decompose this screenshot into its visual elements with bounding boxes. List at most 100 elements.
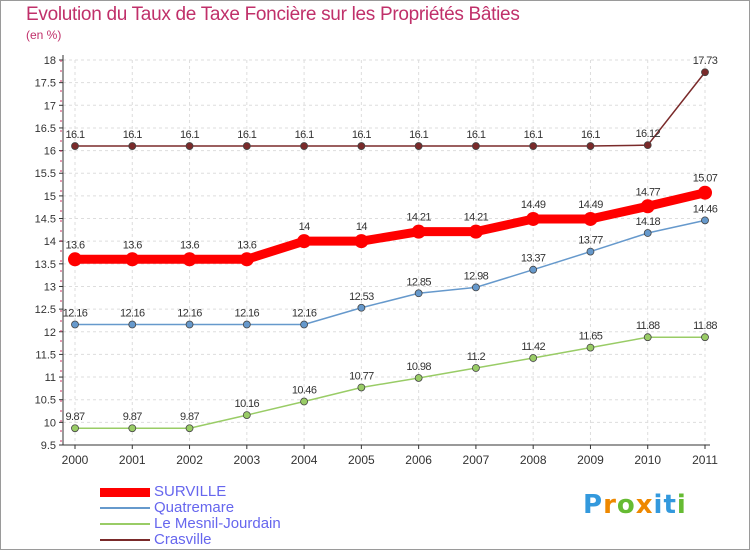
data-point-quatremare <box>128 320 137 329</box>
series-line-surville <box>75 188 707 264</box>
data-point-crasville <box>701 68 709 77</box>
data-point-surville <box>68 252 82 267</box>
legend-swatch-le-mesnil-jourdain <box>100 523 150 525</box>
data-point-quatremare <box>529 265 538 274</box>
data-label-surville: 14.49 <box>578 199 603 211</box>
data-label-quatremare: 13.37 <box>521 253 546 265</box>
data-label-quatremare: 12.16 <box>120 308 145 320</box>
data-label-crasville: 16.1 <box>352 129 371 141</box>
data-label-crasville: 16.1 <box>65 129 84 141</box>
data-point-surville <box>526 211 541 226</box>
data-label-le-mesnil-jourdain: 11.2 <box>467 351 486 363</box>
data-point-surville <box>468 224 483 239</box>
legend-item-surville: SURVILLE <box>100 484 281 500</box>
y-tick-label: 9.5 <box>41 440 56 452</box>
data-point-le-mesnil-jourdain <box>414 374 423 382</box>
data-point-crasville <box>643 141 652 150</box>
data-point-quatremare <box>185 320 194 329</box>
data-label-crasville: 16.1 <box>237 129 256 141</box>
data-point-le-mesnil-jourdain <box>71 424 79 433</box>
data-label-surville: 14.77 <box>635 186 660 198</box>
data-label-le-mesnil-jourdain: 10.46 <box>292 385 317 397</box>
data-label-layer: 12.16 12.16 12.16 12.16 12.16 12.53 12.85 12.98… <box>63 55 719 423</box>
data-point-le-mesnil-jourdain <box>701 333 709 342</box>
legend-swatch-crasville <box>100 539 150 541</box>
data-label-quatremare: 12.98 <box>464 270 489 282</box>
data-label-crasville: 17.73 <box>693 55 718 67</box>
data-label-le-mesnil-jourdain: 11.65 <box>579 331 603 343</box>
legend-item-crasville: Crasville <box>100 532 281 548</box>
logo-letter: i <box>653 490 664 520</box>
data-point-quatremare <box>357 303 366 312</box>
legend-label-crasville: Crasville <box>154 531 212 548</box>
y-tick-label: 16 <box>44 146 56 158</box>
y-tick-label: 17.5 <box>35 78 56 90</box>
legend: SURVILLE Quatremare Le Mesnil-Jourdain C… <box>100 484 281 548</box>
data-label-crasville: 16.1 <box>466 129 485 141</box>
x-tick-label: 2004 <box>291 453 318 467</box>
data-point-surville <box>411 224 426 239</box>
y-tick-label: 13.5 <box>35 259 56 271</box>
legend-label-le-mesnil-jourdain: Le Mesnil-Jourdain <box>154 515 281 532</box>
data-label-surville: 14.21 <box>464 212 489 224</box>
data-label-surville: 13.6 <box>180 239 199 251</box>
logo-letter: P <box>583 490 604 520</box>
data-point-quatremare <box>414 289 423 298</box>
data-point-crasville <box>529 142 538 150</box>
data-point-le-mesnil-jourdain <box>586 343 595 352</box>
series-layer <box>68 68 712 433</box>
data-point-surville <box>354 234 369 249</box>
data-label-surville: 14.49 <box>521 199 546 211</box>
data-label-quatremare: 12.16 <box>177 308 202 320</box>
data-point-quatremare <box>472 283 480 292</box>
data-label-surville: 15.07 <box>693 173 718 185</box>
data-point-crasville <box>71 142 79 150</box>
data-point-le-mesnil-jourdain <box>128 424 137 433</box>
y-tick-label: 17 <box>44 100 56 112</box>
data-point-le-mesnil-jourdain <box>529 354 538 362</box>
data-point-quatremare <box>701 216 709 225</box>
data-label-quatremare: 14.46 <box>693 203 718 215</box>
y-tick-label: 12 <box>44 327 56 339</box>
data-label-quatremare: 13.77 <box>578 235 603 247</box>
data-label-surville: 14 <box>356 221 368 233</box>
data-point-le-mesnil-jourdain <box>300 397 308 406</box>
y-tick-label: 11 <box>45 372 56 384</box>
x-tick-label: 2003 <box>233 453 260 467</box>
y-tick-label: 15.5 <box>35 168 56 180</box>
grid-layer <box>63 59 706 446</box>
series-line-crasville <box>75 71 706 147</box>
data-point-le-mesnil-jourdain <box>472 364 480 372</box>
data-point-quatremare <box>586 247 595 256</box>
data-point-surville <box>698 185 712 200</box>
data-label-le-mesnil-jourdain: 11.88 <box>693 320 717 332</box>
data-point-surville <box>297 234 312 249</box>
data-label-crasville: 16.1 <box>524 129 543 141</box>
series-line-le-mesnil-jourdain <box>75 336 705 429</box>
data-point-le-mesnil-jourdain <box>242 411 251 420</box>
data-label-le-mesnil-jourdain: 11.42 <box>521 341 545 353</box>
y-tick-label: 10 <box>44 417 56 429</box>
data-label-le-mesnil-jourdain: 9.87 <box>65 411 84 423</box>
data-point-le-mesnil-jourdain <box>185 424 194 433</box>
y-tick-label: 13 <box>44 281 56 293</box>
logo-letter: r <box>603 490 617 520</box>
x-tick-label: 2001 <box>119 453 146 467</box>
data-point-crasville <box>185 142 194 150</box>
data-label-quatremare: 12.16 <box>235 308 260 320</box>
y-tick-label: 18 <box>44 55 56 67</box>
x-tick-label: 2000 <box>62 453 89 467</box>
logo-letter: t <box>663 490 677 520</box>
data-label-quatremare: 12.16 <box>292 308 317 320</box>
data-label-crasville: 16.12 <box>635 128 660 140</box>
data-point-crasville <box>357 142 366 150</box>
data-label-crasville: 16.1 <box>409 129 428 141</box>
y-tick-label: 12.5 <box>35 304 56 316</box>
chart-unit-label: (en %) <box>26 28 62 42</box>
data-point-quatremare <box>71 320 79 329</box>
data-point-surville <box>125 252 140 267</box>
data-label-le-mesnil-jourdain: 11.88 <box>636 320 660 332</box>
axis-layer: 9.5 10 10.5 11 11.5 12 12.5 13 13.5 14 14.5 15 15.5 1… <box>35 55 718 467</box>
data-point-quatremare <box>242 320 251 329</box>
data-label-surville: 14 <box>299 221 311 233</box>
